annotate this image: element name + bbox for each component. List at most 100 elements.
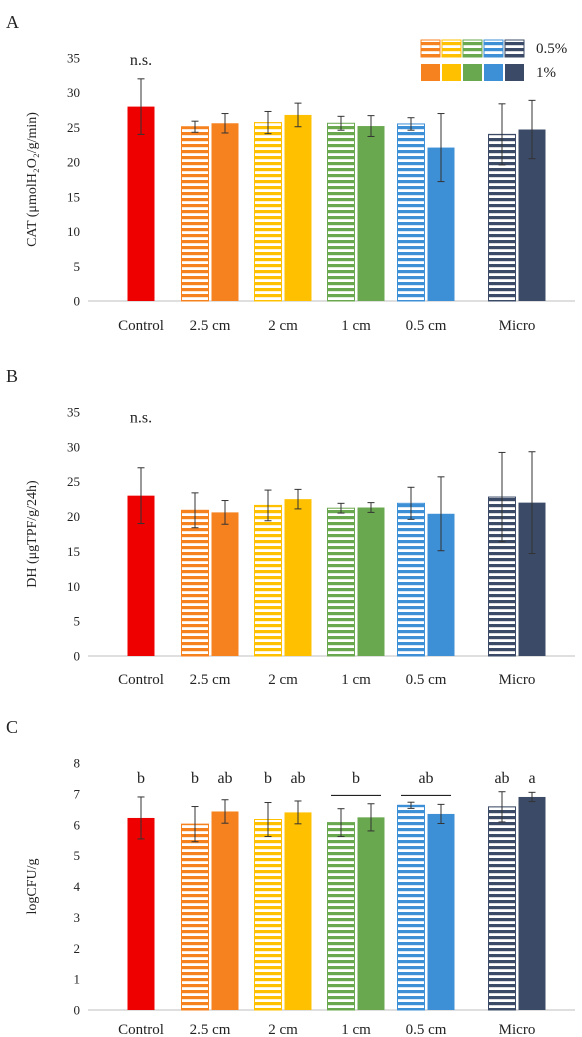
bar-micro-1 <box>518 796 546 1010</box>
panel-label: A <box>6 12 19 32</box>
error-bar <box>437 803 445 825</box>
x-category-label: Micro <box>499 318 536 334</box>
bar-0-5-cm-1 <box>427 813 455 1010</box>
error-bar <box>407 486 415 520</box>
y-tick-label: 10 <box>67 579 80 594</box>
y-tick-label: 4 <box>74 879 81 894</box>
x-category-label: 0.5 cm <box>406 318 447 334</box>
y-tick-label: 5 <box>74 614 81 629</box>
error-bar <box>191 806 199 843</box>
bar-2-5-cm-0-5 <box>181 126 209 302</box>
legend-swatch <box>504 39 525 58</box>
significance-label: b <box>352 770 360 787</box>
bar-2-cm-1 <box>284 499 312 656</box>
bar-2-cm-0-5 <box>254 122 282 302</box>
error-bar <box>337 808 345 837</box>
x-category-label: 2.5 cm <box>190 1022 231 1037</box>
error-bar <box>191 120 199 133</box>
legend-swatch <box>441 39 462 58</box>
y-axis-label: DH (μgTPF/g/24h) <box>25 480 40 588</box>
bar-2-5-cm-1 <box>211 811 239 1010</box>
bar-1-cm-0-5 <box>327 507 355 657</box>
legend: 0.5% 1% <box>420 39 567 81</box>
bar-0-5-cm-0-5 <box>397 123 425 302</box>
panel-label: B <box>6 366 18 386</box>
significance-label: b <box>137 770 145 787</box>
y-tick-label: 3 <box>74 910 81 925</box>
y-tick-label: 35 <box>67 405 80 420</box>
error-bar <box>498 451 506 543</box>
error-bar <box>191 492 199 529</box>
error-bar <box>367 115 375 137</box>
error-bar <box>264 489 272 522</box>
bar-2-cm-0-5 <box>254 819 282 1011</box>
y-tick-label: 5 <box>74 848 81 863</box>
legend-swatch <box>505 64 524 81</box>
significance-label: n.s. <box>130 52 152 69</box>
x-category-label: 0.5 cm <box>406 1022 447 1037</box>
bar-1-cm-1 <box>357 507 385 656</box>
x-category-label: Control <box>118 1022 164 1037</box>
chart-panel-a: A 0 5 10 15 20 25 30 35 CAT (μmolH₂O₂/g/min) Contr… <box>6 12 575 334</box>
x-category-label: Micro <box>499 1022 536 1037</box>
error-bar <box>407 117 415 131</box>
legend-swatch <box>484 64 503 81</box>
y-tick-label: 35 <box>67 51 80 66</box>
significance-label: b <box>191 770 199 787</box>
legend-label: 1% <box>536 65 556 81</box>
y-tick-label: 0 <box>74 294 81 309</box>
error-bar <box>294 102 302 128</box>
y-tick-label: 25 <box>67 120 80 135</box>
error-bar <box>294 488 302 510</box>
bar-0-5-cm-0-5 <box>397 502 425 657</box>
error-bar <box>137 796 145 840</box>
x-category-label: 2 cm <box>268 318 298 334</box>
x-category-label: 0.5 cm <box>406 672 447 688</box>
error-bar <box>437 476 445 552</box>
y-tick-label: 0 <box>74 1003 81 1018</box>
y-tick-label: 25 <box>67 474 80 489</box>
y-tick-label: 1 <box>74 972 81 987</box>
y-tick-label: 30 <box>67 85 80 100</box>
error-bar <box>528 791 536 803</box>
significance-label: ab <box>418 770 433 787</box>
x-category-label: 2 cm <box>268 672 298 688</box>
error-bar <box>367 502 375 513</box>
legend-swatch <box>420 39 441 58</box>
y-tick-label: 8 <box>74 756 81 771</box>
x-category-label: Control <box>118 672 164 688</box>
error-bar <box>221 113 229 134</box>
x-category-label: 2 cm <box>268 1022 298 1037</box>
legend-swatch <box>483 39 504 58</box>
error-bar <box>367 803 375 832</box>
bar-1-cm-0-5 <box>327 122 355 302</box>
y-tick-label: 10 <box>67 224 80 239</box>
panel-label: C <box>6 717 18 737</box>
y-axis-label: logCFU/g <box>25 858 40 914</box>
x-category-label: 1 cm <box>341 672 371 688</box>
error-bar <box>528 451 536 555</box>
bar-2-cm-1 <box>284 812 312 1010</box>
error-bar <box>498 103 506 166</box>
significance-label: ab <box>290 770 305 787</box>
legend-label: 0.5% <box>536 41 567 57</box>
y-tick-label: 2 <box>74 941 81 956</box>
significance-label: ab <box>494 770 509 787</box>
x-category-label: 2.5 cm <box>190 672 231 688</box>
chart-panel-c: C 0 1 2 3 4 5 6 7 8 logCFU/g Control 2.5 cm 2 cm 1 cm 0… <box>6 717 575 1037</box>
bar-2-5-cm-1 <box>211 123 239 302</box>
bar-1-cm-1 <box>357 126 385 301</box>
legend-swatch <box>421 64 440 81</box>
bar-1-cm-1 <box>357 817 385 1010</box>
error-bar <box>264 802 272 837</box>
significance-label: ab <box>217 770 232 787</box>
bar-control-control <box>127 106 155 301</box>
y-tick-label: 15 <box>67 189 80 204</box>
error-bar <box>221 500 229 525</box>
bar-2-5-cm-0-5 <box>181 823 209 1011</box>
chart-panel-b: B 0 5 10 15 20 25 30 35 DH (μgTPF/g/24h) Control 2.… <box>6 366 575 688</box>
y-tick-label: 5 <box>74 259 81 274</box>
legend-swatch <box>462 39 483 58</box>
